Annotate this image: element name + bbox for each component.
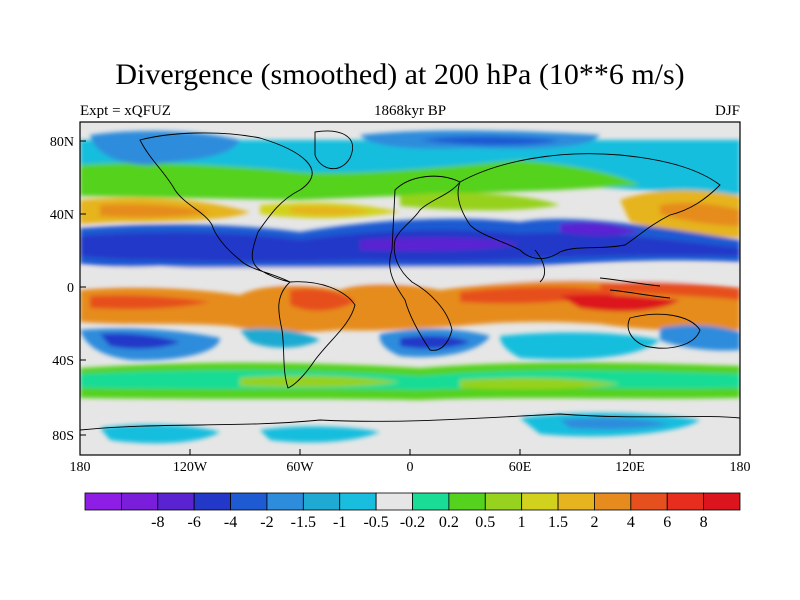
lon-tick-label: 60E bbox=[509, 460, 532, 475]
colorbar-label: -6 bbox=[188, 514, 201, 531]
colorbar-swatch bbox=[375, 492, 413, 511]
lon-tick-label: 180 bbox=[70, 460, 91, 475]
colorbar-label: -2 bbox=[260, 514, 273, 531]
lon-tick-label: 60W bbox=[286, 460, 314, 475]
colorbar-swatch bbox=[157, 492, 195, 511]
colorbar-label: -8 bbox=[151, 514, 164, 531]
divergence-field bbox=[80, 122, 740, 455]
colorbar-label: -4 bbox=[224, 514, 237, 531]
colorbar-label: 6 bbox=[663, 514, 671, 531]
colorbar-label: 2 bbox=[590, 514, 598, 531]
colorbar-swatch bbox=[412, 492, 450, 511]
colorbar-label: 4 bbox=[627, 514, 635, 531]
colorbar-label: -0.2 bbox=[400, 514, 425, 531]
colorbar-label: -0.5 bbox=[363, 514, 388, 531]
period-label: 1868kyr BP bbox=[373, 103, 447, 119]
colorbar-swatch bbox=[193, 492, 231, 511]
colorbar-label: 1.5 bbox=[548, 514, 568, 531]
colorbar-label: 1 bbox=[518, 514, 526, 531]
colorbar-swatch bbox=[266, 492, 304, 511]
coastlines bbox=[80, 130, 740, 431]
lat-tick-label: 40N bbox=[50, 208, 74, 223]
colorbar-swatch bbox=[521, 492, 559, 511]
colorbar-swatch bbox=[339, 492, 377, 511]
colorbar-swatch bbox=[84, 492, 122, 511]
colorbar-label: 8 bbox=[700, 514, 708, 531]
colorbar-label: -1.5 bbox=[291, 514, 316, 531]
lon-tick-label: 120E bbox=[615, 460, 645, 475]
lat-tick-label: 80S bbox=[52, 429, 74, 444]
colorbar-swatch bbox=[484, 492, 523, 511]
colorbar-swatch bbox=[666, 492, 705, 511]
colorbar-label: -1 bbox=[333, 514, 346, 531]
lat-tick-label: 80N bbox=[50, 135, 74, 150]
colorbar-swatch bbox=[230, 492, 268, 511]
colorbar-label: 0.5 bbox=[475, 514, 495, 531]
colorbar-swatch bbox=[630, 492, 668, 511]
lat-tick-label: 0 bbox=[67, 281, 74, 296]
lon-tick-label: 120W bbox=[173, 460, 208, 475]
colorbar-swatch bbox=[448, 492, 486, 511]
colorbar-label: 0.2 bbox=[439, 514, 459, 531]
lat-tick-label: 40S bbox=[52, 354, 74, 369]
map-title: Divergence (smoothed) at 200 hPa (10**6 … bbox=[115, 58, 685, 91]
colorbar: -8 -6 -4 -2 -1.5 -1 -0.5 -0.2 0.2 0.5 1 1.5 2 4 6 8 bbox=[84, 492, 741, 531]
season-label: DJF bbox=[714, 103, 740, 119]
colorbar-swatch bbox=[557, 492, 595, 511]
experiment-label: Expt = xQFUZ bbox=[80, 103, 171, 119]
lon-tick-label: 180 bbox=[730, 460, 751, 475]
colorbar-swatch bbox=[120, 492, 159, 511]
colorbar-swatch bbox=[703, 492, 741, 511]
lon-tick-label: 0 bbox=[407, 460, 414, 475]
colorbar-swatch bbox=[302, 492, 341, 511]
colorbar-swatch bbox=[594, 492, 632, 511]
